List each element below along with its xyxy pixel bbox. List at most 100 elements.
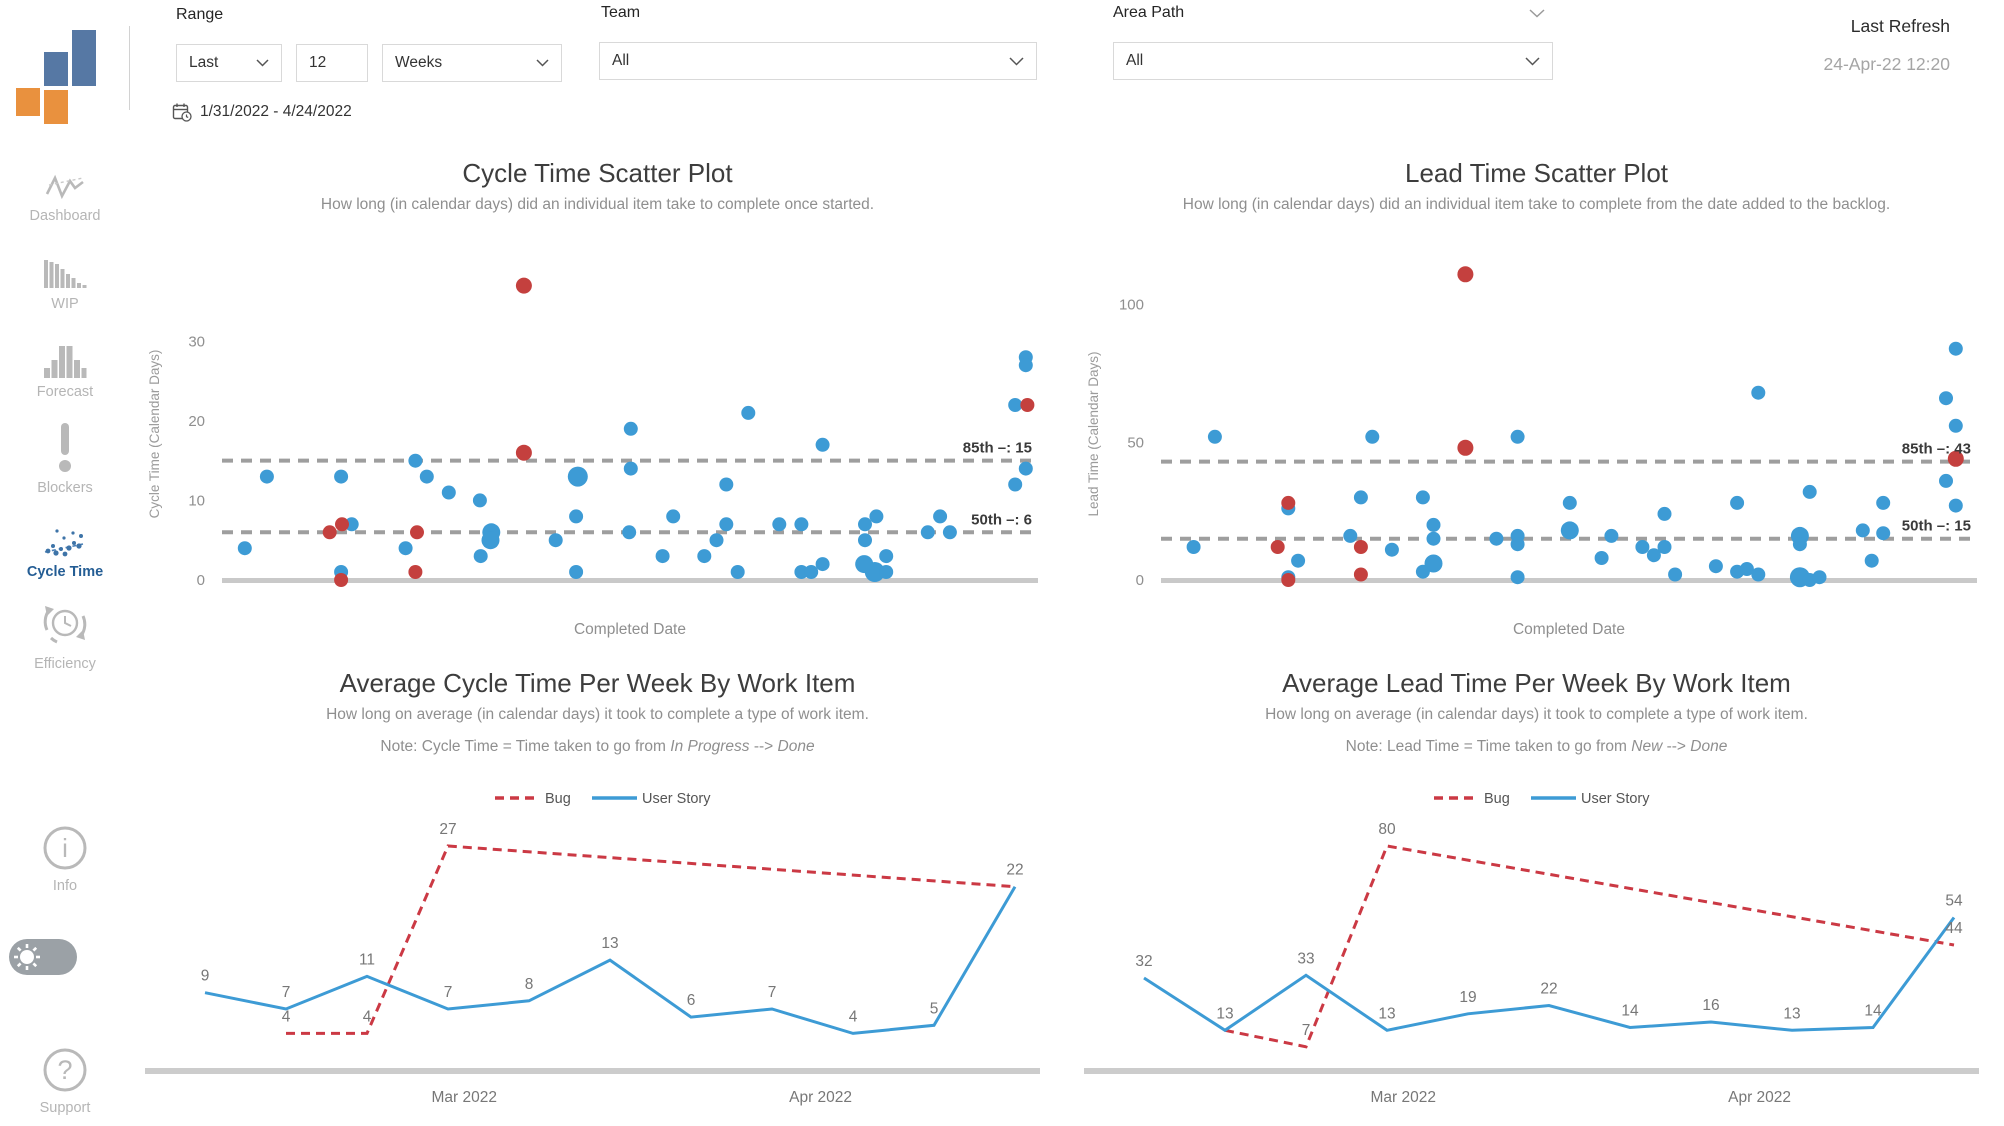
- scatter-point-user-story[interactable]: [864, 562, 885, 582]
- scatter-point-user-story[interactable]: [1510, 537, 1525, 552]
- scatter-point-user-story[interactable]: [1939, 473, 1953, 488]
- scatter-point-user-story[interactable]: [709, 533, 724, 548]
- scatter-point-user-story[interactable]: [1668, 567, 1683, 582]
- scatter-point-user-story[interactable]: [1426, 517, 1441, 532]
- scatter-point-user-story[interactable]: [869, 509, 884, 524]
- scatter-point-user-story[interactable]: [1424, 554, 1443, 573]
- scatter-point-user-story[interactable]: [1510, 429, 1525, 444]
- sidebar-item-blockers[interactable]: Blockers: [0, 420, 130, 496]
- scatter-point-user-story[interactable]: [1384, 542, 1399, 557]
- filter-collapse-chevron-icon[interactable]: [1528, 8, 1546, 19]
- scatter-point-user-story[interactable]: [1186, 540, 1201, 554]
- scatter-point-user-story[interactable]: [879, 565, 894, 579]
- scatter-point-user-story[interactable]: [1008, 398, 1023, 412]
- scatter-point-bug[interactable]: [408, 565, 423, 579]
- scatter-point-user-story[interactable]: [1415, 490, 1430, 505]
- scatter-point-user-story[interactable]: [1426, 531, 1441, 546]
- scatter-point-user-story[interactable]: [1207, 429, 1222, 444]
- scatter-point-user-story[interactable]: [1855, 523, 1870, 538]
- scatter-point-user-story[interactable]: [481, 531, 500, 550]
- scatter-point-user-story[interactable]: [473, 549, 488, 564]
- scatter-point-user-story[interactable]: [1646, 548, 1661, 563]
- sidebar-item-forecast[interactable]: Forecast: [0, 338, 130, 400]
- scatter-point-user-story[interactable]: [1018, 358, 1033, 373]
- scatter-point-user-story[interactable]: [1008, 477, 1023, 492]
- scatter-point-user-story[interactable]: [920, 525, 935, 540]
- scatter-point-bug[interactable]: [1457, 266, 1474, 283]
- scatter-point-user-story[interactable]: [815, 437, 830, 452]
- scatter-point-user-story[interactable]: [666, 509, 681, 524]
- scatter-point-user-story[interactable]: [472, 493, 487, 508]
- scatter-point-user-story[interactable]: [1353, 490, 1368, 505]
- scatter-point-user-story[interactable]: [697, 549, 712, 564]
- scatter-point-user-story[interactable]: [441, 485, 456, 500]
- scatter-point-user-story[interactable]: [1510, 570, 1525, 585]
- scatter-point-user-story[interactable]: [1802, 484, 1817, 499]
- scatter-point-user-story[interactable]: [730, 565, 745, 579]
- scatter-point-user-story[interactable]: [1562, 495, 1577, 510]
- scatter-point-user-story[interactable]: [1291, 553, 1306, 568]
- scatter-point-user-story[interactable]: [623, 421, 638, 436]
- area-path-select[interactable]: All: [1113, 42, 1553, 80]
- scatter-point-bug[interactable]: [1353, 540, 1368, 554]
- scatter-point-user-story[interactable]: [741, 405, 756, 420]
- scatter-point-user-story[interactable]: [858, 517, 872, 532]
- scatter-point-user-story[interactable]: [1657, 540, 1672, 554]
- sidebar-item-info[interactable]: i Info: [0, 824, 130, 894]
- scatter-point-user-story[interactable]: [1751, 385, 1766, 400]
- range-mode-select[interactable]: Last: [176, 44, 282, 82]
- scatter-point-user-story[interactable]: [942, 525, 957, 540]
- scatter-point-bug[interactable]: [1020, 398, 1035, 412]
- scatter-point-user-story[interactable]: [1792, 537, 1807, 552]
- scatter-point-user-story[interactable]: [1018, 461, 1033, 476]
- scatter-point-user-story[interactable]: [794, 517, 809, 532]
- scatter-point-user-story[interactable]: [1730, 495, 1745, 510]
- series-line-bug[interactable]: [1224, 844, 1955, 1049]
- series-line-user-story[interactable]: [1143, 916, 1956, 1033]
- scatter-point-bug[interactable]: [1457, 439, 1474, 456]
- scatter-point-user-story[interactable]: [567, 466, 588, 487]
- sidebar-item-wip[interactable]: WIP: [0, 252, 130, 312]
- sidebar-item-efficiency[interactable]: Efficiency: [0, 594, 130, 672]
- scatter-point-user-story[interactable]: [1343, 528, 1358, 543]
- scatter-point-bug[interactable]: [515, 444, 532, 461]
- scatter-point-user-story[interactable]: [879, 549, 894, 564]
- range-unit-select[interactable]: Weeks: [382, 44, 562, 82]
- scatter-point-user-story[interactable]: [1876, 495, 1891, 510]
- scatter-point-user-story[interactable]: [1657, 506, 1672, 521]
- scatter-point-user-story[interactable]: [548, 533, 563, 548]
- series-line-bug[interactable]: [286, 844, 1016, 1035]
- scatter-point-user-story[interactable]: [334, 469, 349, 484]
- scatter-point-bug[interactable]: [322, 525, 337, 540]
- scatter-point-user-story[interactable]: [1751, 567, 1766, 582]
- scatter-point-user-story[interactable]: [804, 565, 819, 579]
- scatter-point-user-story[interactable]: [1635, 540, 1650, 554]
- range-value-input[interactable]: 12: [296, 44, 368, 82]
- scatter-point-user-story[interactable]: [259, 469, 274, 484]
- scatter-point-bug[interactable]: [334, 573, 349, 587]
- scatter-point-user-story[interactable]: [1739, 562, 1754, 576]
- scatter-point-user-story[interactable]: [419, 469, 434, 484]
- scatter-point-user-story[interactable]: [1489, 531, 1504, 546]
- scatter-point-user-story[interactable]: [794, 565, 809, 579]
- scatter-point-user-story[interactable]: [1812, 570, 1827, 585]
- scatter-point-user-story[interactable]: [772, 517, 787, 532]
- scatter-point-user-story[interactable]: [1948, 498, 1963, 513]
- scatter-point-bug[interactable]: [1281, 495, 1296, 510]
- scatter-point-user-story[interactable]: [344, 517, 359, 532]
- scatter-point-bug[interactable]: [1947, 450, 1964, 467]
- scatter-point-user-story[interactable]: [1604, 528, 1619, 543]
- series-line-user-story[interactable]: [204, 885, 1017, 1035]
- theme-toggle[interactable]: [8, 938, 78, 981]
- scatter-point-user-story[interactable]: [1948, 418, 1963, 433]
- sidebar-item-dashboard[interactable]: Dashboard: [0, 168, 130, 224]
- scatter-point-user-story[interactable]: [569, 565, 584, 579]
- scatter-point-user-story[interactable]: [1876, 526, 1891, 541]
- scatter-point-user-story[interactable]: [398, 541, 413, 556]
- scatter-point-user-story[interactable]: [1594, 551, 1609, 565]
- scatter-point-user-story[interactable]: [623, 461, 638, 476]
- scatter-point-user-story[interactable]: [1948, 341, 1963, 356]
- scatter-point-user-story[interactable]: [1939, 391, 1953, 406]
- scatter-point-user-story[interactable]: [622, 525, 637, 540]
- sidebar-item-cycle-time[interactable]: Cycle Time: [0, 524, 130, 580]
